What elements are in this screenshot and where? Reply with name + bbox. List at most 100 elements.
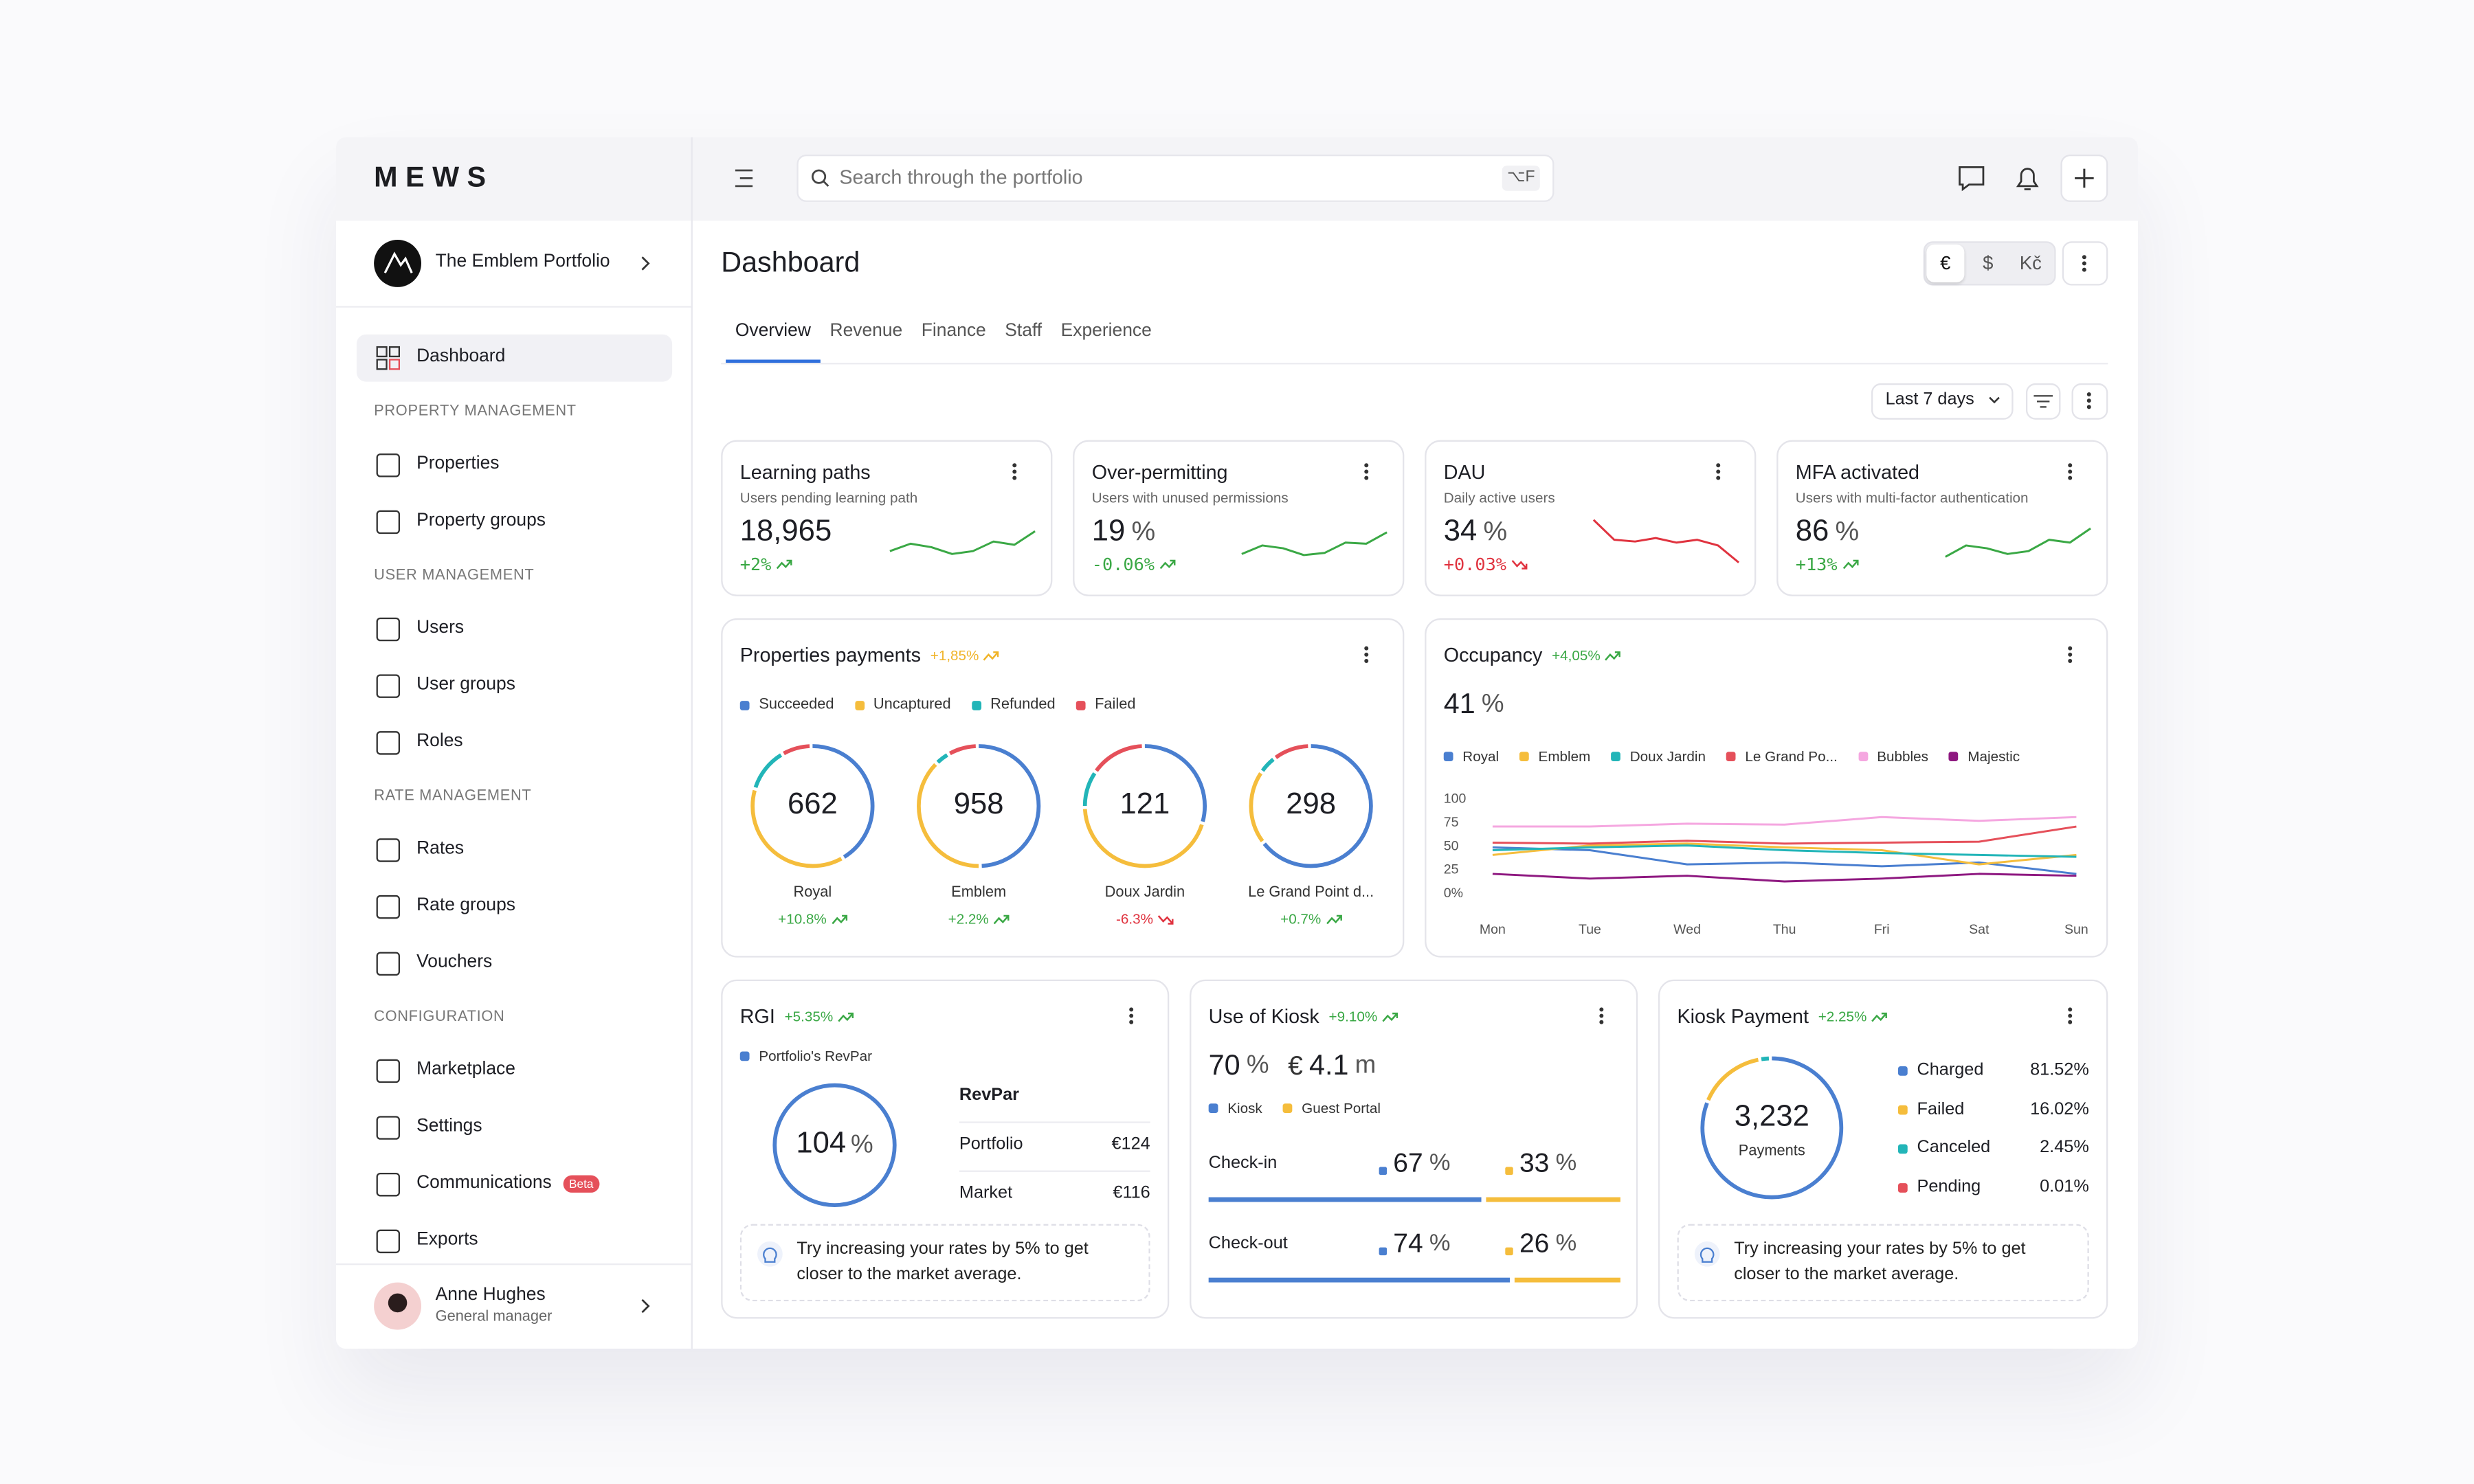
kebab-icon[interactable]: [1364, 652, 1369, 657]
kpi-value: 34%: [1444, 515, 1507, 551]
kebab-icon[interactable]: [1012, 463, 1017, 468]
kebab-icon[interactable]: [1364, 463, 1369, 468]
tab-divider: [721, 363, 2108, 365]
kebab-icon[interactable]: [1716, 475, 1721, 480]
nav-item[interactable]: Exports: [416, 1230, 478, 1252]
stat-value: 4.1: [1308, 1049, 1349, 1081]
kebab-icon[interactable]: [2068, 1007, 2073, 1012]
kebab-icon[interactable]: [1129, 1013, 1134, 1018]
kpi-subtitle: Users pending learning path: [739, 490, 918, 506]
more-button[interactable]: [2071, 383, 2108, 420]
currency-option[interactable]: €: [1940, 251, 1951, 275]
tab[interactable]: Overview: [726, 322, 821, 363]
nav-item[interactable]: Rate groups: [416, 896, 515, 918]
change-value: +2.25%: [1818, 1009, 1867, 1025]
ring-name: Doux Jardin: [1104, 884, 1185, 901]
kebab-icon[interactable]: [2068, 646, 2073, 651]
tab[interactable]: Experience: [1060, 322, 1152, 341]
kebab-icon[interactable]: [1716, 463, 1721, 468]
kebab-icon[interactable]: [1364, 658, 1369, 663]
filter-button[interactable]: [2025, 383, 2061, 420]
nav-heading: RATE MANAGEMENT: [374, 787, 532, 805]
kebab-icon[interactable]: [2068, 463, 2073, 468]
sparkline: [1592, 519, 1740, 563]
kebab-icon[interactable]: [1364, 646, 1369, 651]
kebab-icon[interactable]: [1129, 1007, 1134, 1012]
series-line: [1492, 846, 2077, 875]
legend-label: Le Grand Po...: [1745, 748, 1838, 765]
kebab-icon[interactable]: [1599, 1013, 1604, 1018]
kiosk-stats: 70% €4.1 m: [1209, 1049, 1377, 1083]
x-tick-label: Thu: [1772, 921, 1796, 937]
value-unit: %: [1555, 1230, 1577, 1257]
user-name[interactable]: Anne Hughes: [435, 1285, 546, 1305]
kebab-icon[interactable]: [2082, 267, 2086, 272]
nav-icon: [376, 1059, 401, 1083]
kebab-icon[interactable]: [2082, 261, 2086, 266]
row-value: 67%: [1379, 1148, 1451, 1180]
trend-icon: [1605, 651, 1621, 661]
kebab-icon[interactable]: [1364, 469, 1369, 474]
kebab-icon[interactable]: [2068, 658, 2073, 663]
kebab-icon[interactable]: [1599, 1020, 1604, 1024]
chevron-icon[interactable]: [641, 1298, 650, 1314]
kebab-icon[interactable]: [2086, 398, 2091, 403]
ring-label: Payments: [1738, 1142, 1805, 1160]
kebab-icon[interactable]: [1012, 469, 1017, 474]
kebab-icon[interactable]: [1129, 1020, 1134, 1024]
portfolio-name[interactable]: The Emblem Portfolio: [435, 252, 610, 272]
nav-item[interactable]: Marketplace: [416, 1060, 515, 1082]
tab[interactable]: Finance: [921, 322, 986, 341]
nav-item[interactable]: Properties: [416, 454, 499, 476]
nav-item[interactable]: Dashboard: [416, 347, 506, 366]
nav-item[interactable]: Rates: [416, 840, 464, 862]
legend-swatch: [1897, 1183, 1908, 1193]
kebab-icon[interactable]: [1364, 475, 1369, 480]
legend-label: Failed: [1095, 696, 1136, 714]
kebab-icon[interactable]: [2068, 1013, 2073, 1018]
kebab-icon[interactable]: [2068, 1020, 2073, 1024]
nav-item[interactable]: Settings: [416, 1117, 482, 1139]
nav-label: Vouchers: [416, 952, 493, 972]
legend-label: Uncaptured: [873, 696, 951, 714]
kebab-icon[interactable]: [1716, 469, 1721, 474]
search-icon: [823, 181, 829, 187]
nav-item[interactable]: Property groups: [416, 511, 546, 533]
tab[interactable]: Revenue: [829, 322, 903, 341]
chat-icon[interactable]: [1959, 166, 1985, 192]
trend-line: [1605, 651, 1621, 661]
nav-item[interactable]: User groups: [416, 675, 515, 697]
nav-item[interactable]: Roles: [416, 732, 463, 754]
bell-icon[interactable]: [2016, 168, 2039, 190]
kebab-icon[interactable]: [2086, 405, 2091, 409]
search-box[interactable]: [796, 154, 1554, 202]
nav-heading: USER MANAGEMENT: [374, 566, 535, 585]
nav-item[interactable]: Users: [416, 618, 464, 640]
kebab-icon[interactable]: [1012, 475, 1017, 480]
portfolio-avatar: [374, 239, 422, 287]
kebab-icon[interactable]: [2068, 469, 2073, 474]
table-cell: Portfolio: [959, 1134, 1023, 1154]
kebab-icon[interactable]: [2082, 255, 2086, 260]
currency-option[interactable]: Kč: [2019, 251, 2042, 275]
table-cell: €124: [1111, 1134, 1150, 1154]
trend-line: [1382, 1013, 1398, 1022]
kebab-icon[interactable]: [1599, 1007, 1604, 1012]
kebab-icon[interactable]: [2068, 652, 2073, 657]
change-value: +5.35%: [784, 1009, 834, 1025]
tab[interactable]: Staff: [1005, 322, 1043, 341]
page-title: Dashboard: [721, 246, 860, 278]
currency-option[interactable]: $: [1983, 251, 1994, 275]
nav-item[interactable]: Vouchers: [416, 953, 492, 975]
trend-head: [1392, 1012, 1398, 1019]
trend-line: [838, 1013, 854, 1022]
legend-swatch: [1076, 700, 1086, 710]
range-dropdown[interactable]: [1871, 383, 2014, 420]
card-header: RGI +5.35%: [740, 1006, 854, 1029]
kebab-icon[interactable]: [2068, 475, 2073, 480]
more-button[interactable]: [2062, 241, 2108, 286]
kebab-icon[interactable]: [2086, 392, 2091, 396]
nav-item[interactable]: Communications Beta: [416, 1173, 600, 1195]
chevron-icon[interactable]: [641, 256, 650, 271]
